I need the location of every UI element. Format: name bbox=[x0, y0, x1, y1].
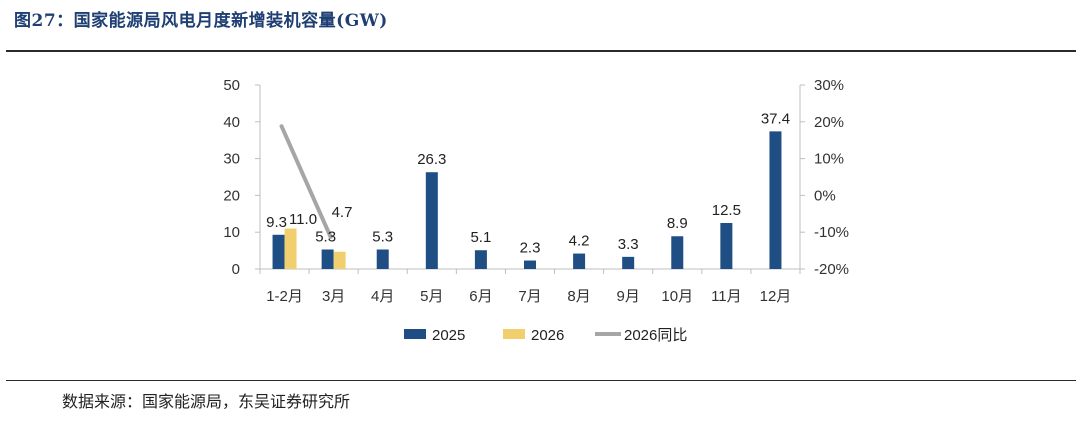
right-tick-label: 10% bbox=[814, 151, 844, 168]
bars-group bbox=[272, 131, 782, 269]
bar-2025 bbox=[622, 256, 635, 269]
data-label-2025: 5.1 bbox=[470, 229, 491, 246]
source-note: 数据来源：国家能源局，东吴证券研究所 bbox=[62, 392, 351, 411]
bar-2025 bbox=[321, 249, 334, 269]
left-tick-label: 20 bbox=[223, 187, 240, 204]
data-label-2025: 26.3 bbox=[417, 151, 446, 168]
data-label-2025: 37.4 bbox=[761, 110, 790, 127]
data-label-2025: 5.3 bbox=[315, 228, 336, 245]
bar-2025 bbox=[573, 253, 586, 269]
bar-2025 bbox=[474, 250, 487, 269]
legend-label-yoy: 2026同比 bbox=[624, 327, 687, 344]
x-tick-label: 3月 bbox=[322, 288, 345, 305]
bar-2025 bbox=[272, 234, 285, 269]
right-tick-label: 30% bbox=[814, 77, 844, 94]
right-tick-label: 0% bbox=[814, 187, 836, 204]
bar-2025 bbox=[425, 172, 438, 269]
axes-group: 0 10 20 30 40 50 -20% -10% 0% 10% 20% 30% 1-2月 3月 4月 5月… bbox=[223, 77, 849, 305]
right-tick-label: -10% bbox=[814, 224, 849, 241]
data-label-2025: 8.9 bbox=[667, 215, 688, 232]
data-label-2025: 2.3 bbox=[520, 240, 541, 257]
bar-2025 bbox=[769, 131, 782, 269]
left-tick-label: 0 bbox=[232, 261, 240, 278]
data-label-2025: 9.3 bbox=[266, 214, 287, 231]
yoy-line-group bbox=[279, 124, 333, 239]
x-tick-label: 9月 bbox=[617, 288, 640, 305]
x-tick-label: 4月 bbox=[371, 288, 394, 305]
x-tick-label: 12月 bbox=[760, 288, 792, 305]
bar-2025 bbox=[376, 249, 389, 269]
legend: 2025 2026 2026同比 bbox=[404, 327, 687, 344]
data-labels-group: 9.3 5.3 5.3 26.3 5.1 2.3 4.2 3.3 8.9 12.5 37.4 11.0… bbox=[266, 110, 790, 256]
x-tick-label: 6月 bbox=[469, 288, 492, 305]
x-tick-label: 10月 bbox=[661, 288, 693, 305]
data-label-2026: 4.7 bbox=[332, 204, 353, 221]
left-tick-label: 40 bbox=[223, 114, 240, 131]
right-tick-label: -20% bbox=[814, 261, 849, 278]
bar-2025 bbox=[720, 223, 733, 269]
bar-2026 bbox=[284, 228, 297, 269]
figure-title: 图27：国家能源局风电月度新增装机容量(GW) bbox=[14, 11, 388, 31]
bar-2026 bbox=[333, 251, 346, 269]
data-label-2025: 5.3 bbox=[372, 228, 393, 245]
data-label-2025: 3.3 bbox=[618, 236, 639, 253]
x-tick-label: 11月 bbox=[711, 288, 742, 305]
legend-label-2026: 2026 bbox=[531, 327, 564, 344]
legend-swatch-2026 bbox=[503, 329, 525, 339]
data-label-2025: 12.5 bbox=[712, 202, 741, 219]
left-tick-label: 30 bbox=[223, 151, 240, 168]
data-label-2026: 11.0 bbox=[289, 211, 317, 228]
right-tick-label: 20% bbox=[814, 114, 844, 131]
bar-2025 bbox=[524, 260, 536, 269]
legend-label-2025: 2025 bbox=[432, 327, 465, 344]
legend-swatch-2025 bbox=[404, 329, 426, 339]
x-tick-label: 5月 bbox=[420, 288, 443, 305]
bar-2025 bbox=[671, 236, 684, 269]
left-tick-label: 10 bbox=[223, 224, 240, 241]
left-tick-label: 50 bbox=[223, 77, 240, 94]
x-tick-label: 8月 bbox=[567, 288, 590, 305]
top-rule bbox=[6, 50, 1076, 52]
data-label-2025: 4.2 bbox=[569, 233, 590, 250]
x-tick-label: 7月 bbox=[518, 288, 541, 305]
bottom-rule bbox=[6, 380, 1076, 381]
yoy-line-2026 bbox=[279, 124, 333, 239]
x-tick-label: 1-2月 bbox=[266, 288, 303, 305]
